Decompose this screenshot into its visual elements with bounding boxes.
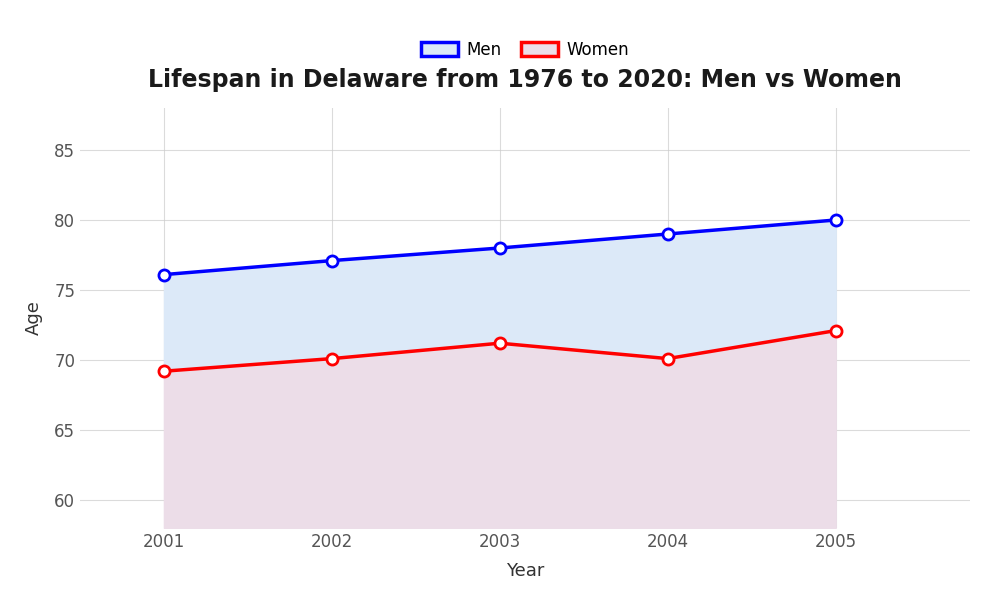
Y-axis label: Age: Age bbox=[25, 301, 43, 335]
Title: Lifespan in Delaware from 1976 to 2020: Men vs Women: Lifespan in Delaware from 1976 to 2020: … bbox=[148, 68, 902, 92]
X-axis label: Year: Year bbox=[506, 562, 544, 580]
Legend: Men, Women: Men, Women bbox=[421, 41, 629, 59]
